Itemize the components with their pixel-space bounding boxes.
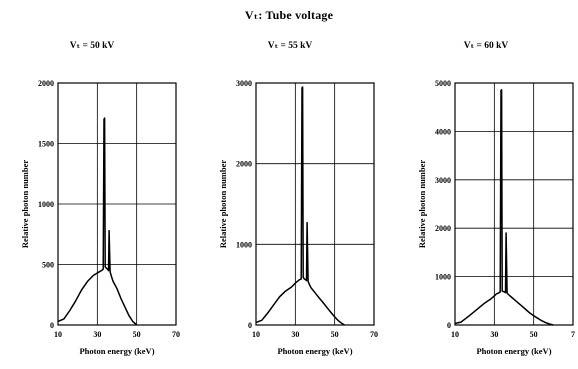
x-tick-label: 30 [93,330,101,339]
y-tick-label: 0 [50,321,54,330]
y-tick-label: 2000 [236,160,252,169]
y-tick-label: 3000 [435,176,451,185]
panel-title-50kv: Vₜ = 50 kV [69,41,115,51]
x-tick-label: 30 [490,330,498,339]
x-axis-label: Photon energy (keV) [476,346,551,356]
x-tick-label: 10 [451,330,459,339]
y-tick-label: 0 [447,321,451,330]
x-tick-label: 70 [172,330,180,339]
y-tick-label: 1000 [435,273,451,282]
x-axis-label: Photon energy (keV) [79,346,154,356]
x-tick-label: 50 [331,330,339,339]
y-tick-label: 1000 [38,200,54,209]
plot-frame [255,82,375,326]
y-tick-label: 3000 [236,79,252,88]
y-tick-label: 1000 [236,240,252,249]
x-tick-label: 30 [291,330,299,339]
y-axis-label: Relative photon number [20,160,30,249]
x-tick-label: 10 [252,330,260,339]
y-tick-label: 1500 [38,140,54,149]
y-tick-label: 500 [42,261,54,270]
y-axis-label: Relative photon number [218,160,228,249]
spectrum-line [255,86,345,326]
x-tick-label: 70 [370,330,378,339]
x-axis-label: Photon energy (keV) [277,346,352,356]
spectrum-line [454,89,554,326]
y-tick-label: 2000 [435,224,451,233]
plot-frame [454,82,574,326]
chart-panel-1: 0 1000 2000 3000 10 30 50 70 Photon energy (keV)… [218,79,378,356]
y-tick-label: 4000 [435,127,451,136]
plot-frame [57,82,177,326]
x-tick-label: 10 [54,330,62,339]
panel-title-60kv: Vₜ = 60 kV [463,41,509,51]
x-tick-label: 50 [133,330,141,339]
panel-title-55kv: Vₜ = 55 kV [267,41,313,51]
x-tick-label: 7 [571,330,575,339]
y-tick-label: 2000 [38,79,54,88]
y-axis-label: Relative photon number [417,160,427,249]
chart-panel-2: 0 1000 2000 3000 4000 5000 10 30 50 7 Photon energ… [417,79,575,356]
figure-title: Vₜ: Tube voltage [244,8,334,22]
x-tick-label: 50 [530,330,538,339]
spectrum-line [57,117,138,326]
chart-panel-0: 0 500 1000 1500 2000 10 30 50 70 Photon energy (k… [20,79,180,356]
y-tick-label: 0 [248,321,252,330]
y-tick-label: 5000 [435,79,451,88]
